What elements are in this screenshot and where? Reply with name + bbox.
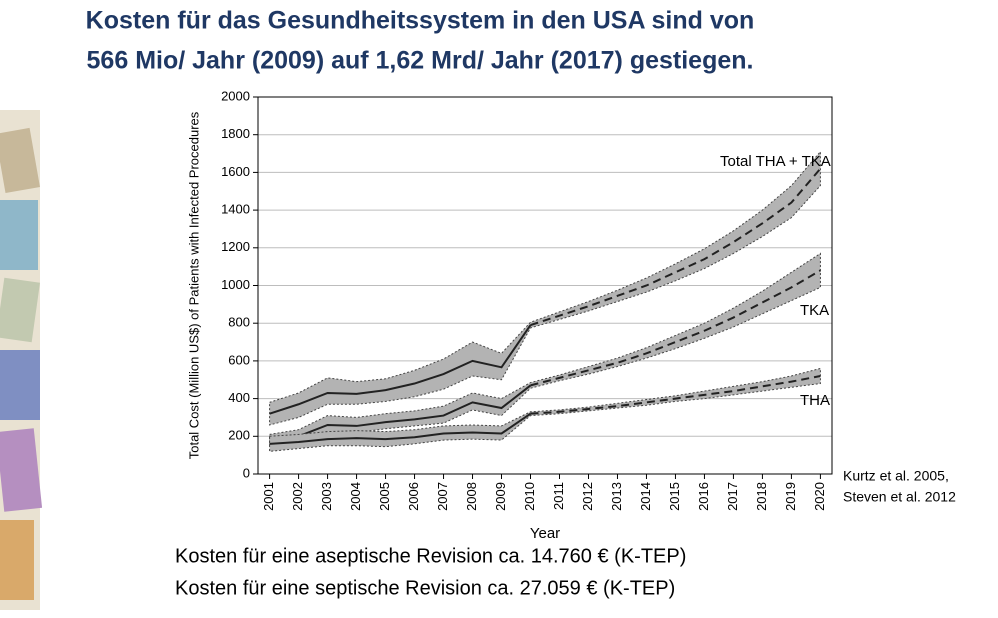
observed-line xyxy=(269,384,532,442)
x-tick-label: 2004 xyxy=(348,482,363,511)
x-tick-label: 2002 xyxy=(290,482,305,511)
x-tick-label: 2008 xyxy=(464,482,479,511)
y-tick-label: 200 xyxy=(228,428,250,443)
series-label: THA xyxy=(800,392,830,409)
x-tick-label: 2019 xyxy=(783,482,798,511)
y-tick-label: 1000 xyxy=(221,277,250,292)
x-tick-label: 2003 xyxy=(319,482,334,511)
note: Kosten für eine septische Revision ca. 2… xyxy=(175,577,675,599)
y-tick-label: 1400 xyxy=(221,202,250,217)
y-axis-label: Total Cost (Million US$) of Patients wit… xyxy=(186,111,201,459)
x-tick-label: 2010 xyxy=(522,482,537,511)
observed-line xyxy=(269,324,532,415)
x-tick-label: 2017 xyxy=(725,482,740,511)
series-label: TKA xyxy=(800,302,829,319)
x-tick-label: 2005 xyxy=(377,482,392,511)
x-tick-label: 2012 xyxy=(580,482,595,511)
y-tick-label: 2000 xyxy=(221,88,250,103)
y-tick-label: 400 xyxy=(228,390,250,405)
x-tick-label: 2015 xyxy=(667,482,682,511)
x-tick-label: 2020 xyxy=(812,482,827,511)
x-tick-label: 2013 xyxy=(609,482,624,511)
y-tick-label: 1600 xyxy=(221,164,250,179)
confidence-band xyxy=(269,252,821,447)
confidence-band xyxy=(269,367,821,452)
chart: 0 200 400 600 800 1000 1200 1400 1600 1800 2000 200… xyxy=(186,88,833,542)
projected-line xyxy=(530,374,821,415)
y-tick-label: 800 xyxy=(228,315,250,330)
slide-title: Kosten für das Gesundheitssystem in den … xyxy=(86,7,755,35)
note: Kosten für eine aseptische Revision ca. … xyxy=(175,545,686,567)
money-image xyxy=(0,110,43,610)
x-tick-label: 2007 xyxy=(435,482,450,511)
x-axis-label: Year xyxy=(530,525,560,542)
x-tick-label: 2001 xyxy=(261,482,276,511)
projected-line xyxy=(530,167,822,327)
y-tick-label: 0 xyxy=(243,465,250,480)
y-tick-label: 1800 xyxy=(221,126,250,141)
x-tick-label: 2018 xyxy=(754,482,769,511)
confidence-band xyxy=(269,150,821,426)
source: Kurtz et al. 2005, xyxy=(843,468,949,484)
observed-line xyxy=(269,412,532,445)
x-tick-label: 2014 xyxy=(638,482,653,511)
source: Steven et al. 2012 xyxy=(843,489,956,505)
x-tick-label: 2006 xyxy=(406,482,421,511)
slide-title: 566 Mio/ Jahr (2009) auf 1,62 Mrd/ Jahr … xyxy=(87,47,754,75)
y-tick-label: 1200 xyxy=(221,239,250,254)
x-tick-label: 2009 xyxy=(493,482,508,511)
y-tick-label: 600 xyxy=(228,352,250,367)
plot-frame xyxy=(257,96,833,475)
x-tick-label: 2016 xyxy=(696,482,711,511)
series-label: Total THA + TKA xyxy=(720,153,831,170)
x-tick-label: 2011 xyxy=(551,482,566,510)
